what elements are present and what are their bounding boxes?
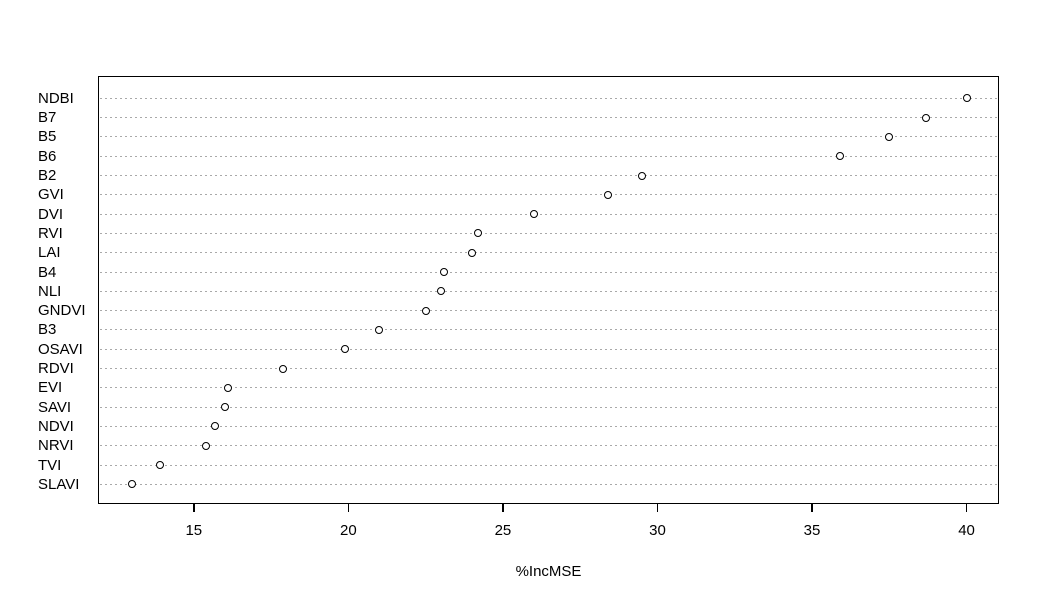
x-axis-tick: [965, 504, 968, 512]
x-axis-tick-label: 30: [649, 522, 666, 539]
y-axis-label: DVI: [38, 205, 64, 223]
x-axis-tick-label: 40: [958, 522, 975, 539]
gridline: [100, 271, 997, 273]
gridline: [100, 232, 997, 234]
gridline: [100, 406, 997, 408]
data-point: [835, 152, 844, 161]
data-point: [375, 325, 384, 334]
y-axis-label: OSAVI: [38, 340, 83, 358]
data-point: [440, 268, 449, 276]
data-point: [421, 306, 430, 315]
y-axis-label: GVI: [38, 186, 64, 204]
y-axis-label: NDVI: [38, 417, 74, 435]
y-axis-label: GNDVI: [38, 302, 86, 320]
y-axis-label: NRVI: [38, 437, 74, 455]
gridline: [100, 213, 997, 215]
y-axis-label: NLI: [38, 282, 62, 300]
x-axis-tick-label: 25: [494, 522, 512, 539]
y-axis-label: SLAVI: [38, 475, 80, 493]
y-axis-label: B7: [38, 109, 57, 127]
x-axis-tick-label: 15: [185, 522, 203, 539]
y-axis-label: B6: [38, 147, 57, 165]
y-axis-label: B2: [38, 167, 57, 184]
data-point: [202, 441, 211, 450]
data-point: [922, 113, 931, 122]
data-point: [155, 461, 164, 469]
y-axis-label: EVI: [38, 379, 63, 397]
gridline: [100, 348, 997, 350]
x-axis-tick: [347, 504, 350, 512]
plot-area-border: [98, 76, 999, 504]
y-axis-label: B4: [38, 263, 57, 281]
x-axis-tick: [811, 504, 813, 512]
gridline: [100, 310, 997, 312]
data-point: [279, 364, 288, 373]
gridline: [100, 464, 997, 466]
gridline: [100, 117, 997, 119]
x-axis-tick: [193, 504, 195, 512]
data-point: [604, 190, 612, 199]
x-axis-title: %IncMSE: [515, 563, 582, 580]
gridline: [100, 194, 997, 196]
gridline: [100, 136, 997, 138]
gridline: [100, 425, 997, 427]
data-point: [468, 248, 476, 257]
data-point: [223, 383, 232, 392]
x-axis-tick-label: 20: [340, 522, 357, 539]
data-point: [885, 132, 894, 141]
data-point: [128, 480, 136, 489]
gridline: [100, 155, 997, 157]
data-point: [211, 422, 220, 431]
x-axis-tick: [502, 504, 504, 512]
x-axis-tick-label: 35: [803, 522, 821, 539]
gridline: [100, 175, 997, 176]
y-axis-label: LAI: [38, 244, 61, 262]
data-point: [341, 345, 350, 354]
gridline: [100, 387, 997, 389]
y-axis-label: RDVI: [38, 360, 74, 377]
data-point: [962, 94, 971, 103]
gridline: [100, 368, 997, 369]
gridline: [100, 445, 997, 447]
gridline: [100, 329, 997, 331]
y-axis-label: NDBI: [38, 89, 74, 107]
gridline: [100, 97, 997, 99]
gridline: [100, 252, 997, 254]
y-axis-label: SAVI: [38, 398, 72, 416]
y-axis-label: RVI: [38, 224, 63, 242]
data-point: [474, 229, 483, 238]
gridline: [100, 483, 997, 485]
gridline: [100, 290, 997, 292]
data-point: [437, 287, 446, 296]
x-axis-tick: [656, 504, 659, 512]
y-axis-label: B3: [38, 321, 57, 339]
y-axis-label: TVI: [38, 456, 62, 474]
y-axis-label: B5: [38, 128, 57, 146]
data-point: [220, 403, 229, 412]
data-point: [529, 210, 538, 219]
data-point: [638, 171, 646, 180]
